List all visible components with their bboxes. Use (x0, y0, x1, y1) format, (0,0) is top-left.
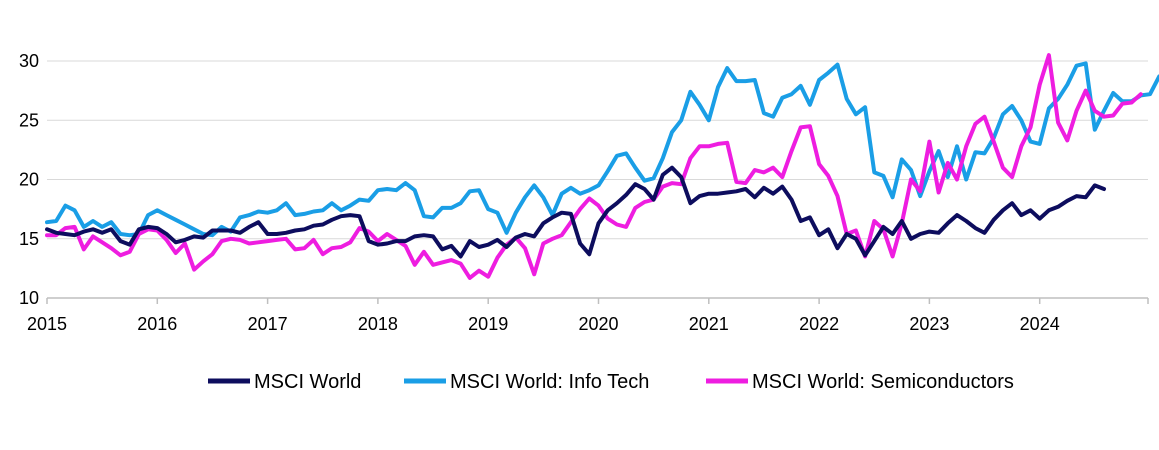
x-tick-label: 2019 (468, 314, 508, 334)
x-tick-label: 2017 (248, 314, 288, 334)
x-tick-label: 2024 (1020, 314, 1060, 334)
y-tick-label: 20 (19, 170, 39, 190)
legend-label: MSCI World: Semiconductors (752, 371, 1014, 393)
x-tick-label: 2015 (27, 314, 67, 334)
x-tick-label: 2018 (358, 314, 398, 334)
gridlines (47, 60, 1148, 240)
x-axis-ticks: 2015 2016 2017 2018 2019 2020 2021 2022 2023 2024 (27, 298, 1149, 334)
legend-label: MSCI World (254, 371, 361, 393)
y-tick-label: 25 (19, 110, 39, 130)
series-lines (45, 53, 1159, 280)
legend-label: MSCI World: Info Tech (450, 371, 649, 393)
y-tick-label: 30 (19, 51, 39, 71)
series-line-msci-world (45, 165, 1106, 259)
legend: MSCI World MSCI World: Info Tech MSCI Worl… (208, 371, 1014, 393)
series-line-msci-world-semiconductors (45, 53, 1143, 280)
x-tick-label: 2023 (909, 314, 949, 334)
y-tick-label: 15 (19, 229, 39, 249)
x-tick-label: 2022 (799, 314, 839, 334)
x-tick-label: 2016 (137, 314, 177, 334)
x-tick-label: 2020 (578, 314, 618, 334)
series-line-msci-world-info-tech (45, 61, 1159, 238)
y-tick-label: 10 (19, 288, 39, 308)
x-tick-label: 2021 (689, 314, 729, 334)
y-axis-ticks: 10 15 20 25 30 (19, 51, 39, 308)
